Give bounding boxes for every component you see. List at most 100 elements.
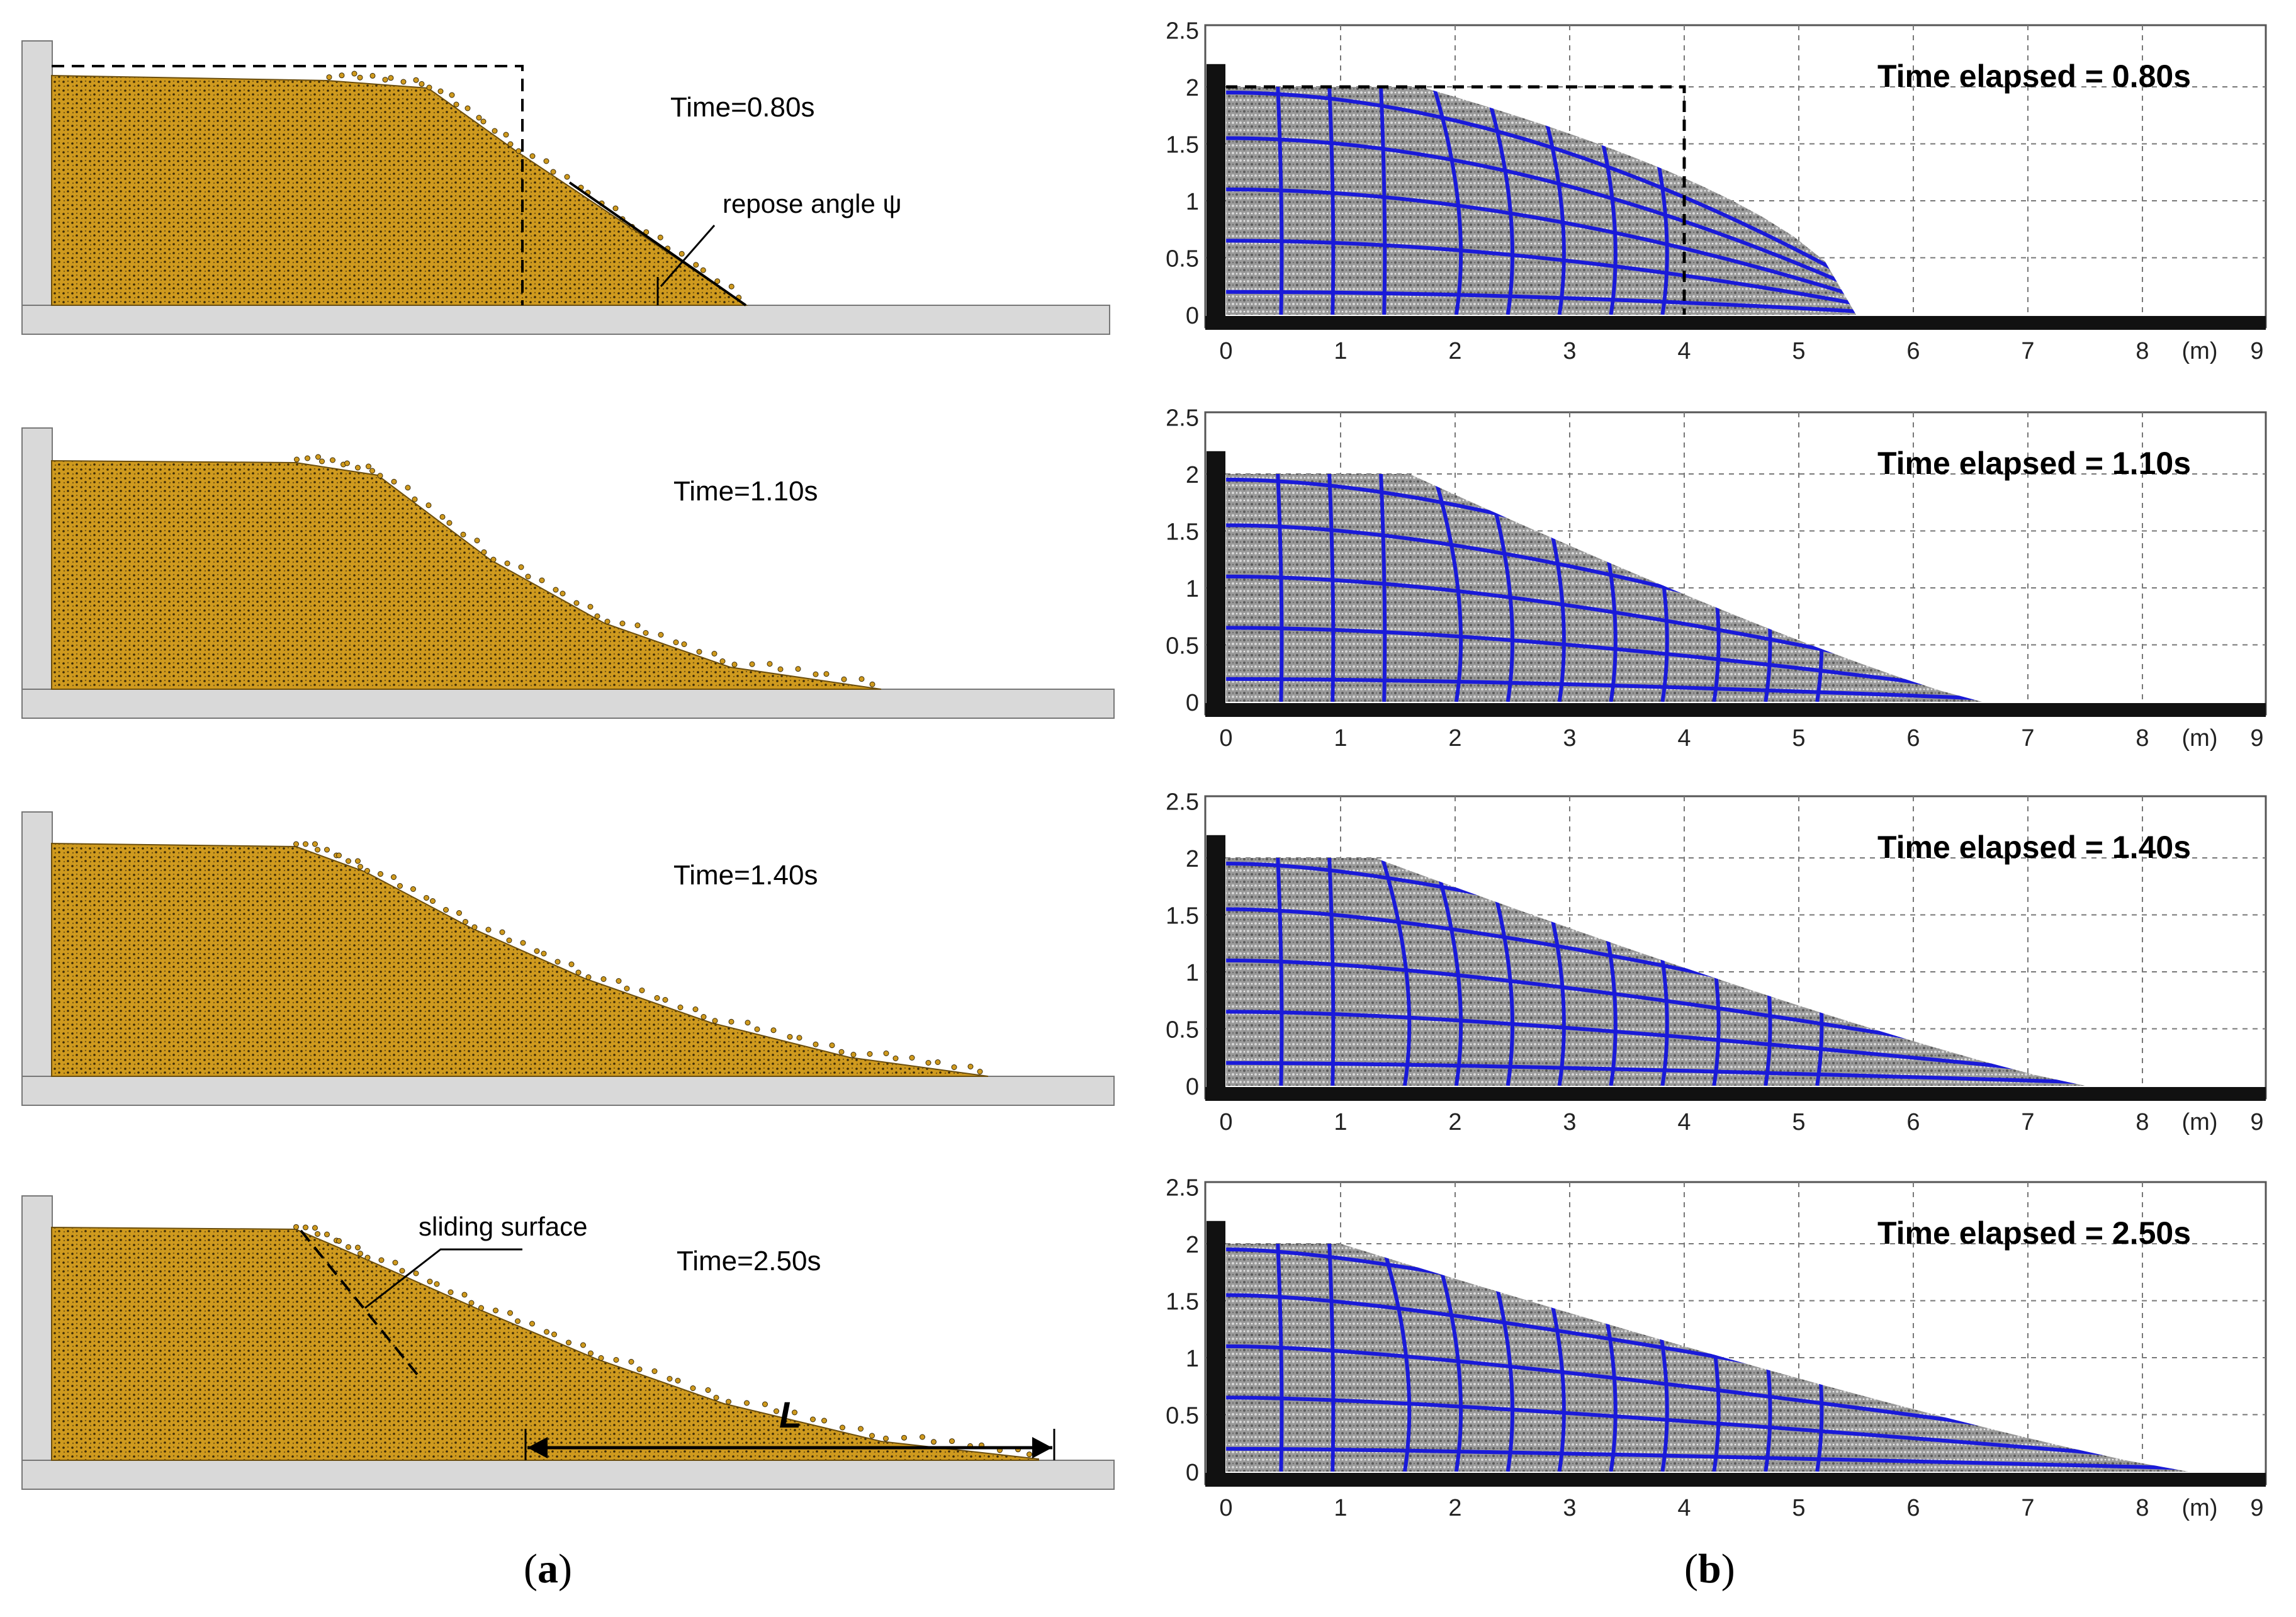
- y-tick-label: 2: [1186, 75, 1199, 101]
- arrow-head-right: [1032, 1437, 1052, 1458]
- y-tick-labels: 0 0.5 1 1.5 2 2.5: [1166, 18, 1199, 330]
- wall-particles: [1207, 64, 1225, 318]
- time-label: Time=1.40s: [673, 860, 818, 891]
- x-tick-label: 4: [1677, 338, 1691, 364]
- x-tick-label: 5: [1792, 338, 1805, 364]
- particle-body: [1226, 1244, 2188, 1472]
- x-tick-label: 6: [1906, 1495, 1920, 1521]
- y-tick-label: 2.5: [1166, 405, 1199, 432]
- x-tick-label: 0: [1219, 338, 1232, 364]
- base-particles: [1205, 316, 2266, 330]
- y-tick-label: 2.5: [1166, 18, 1199, 45]
- y-tick-label: 0: [1186, 690, 1199, 716]
- x-tick-labels: 0 1 2 3 4 5 6 7 8 9: [1219, 1109, 2263, 1135]
- x-tick-label: 3: [1563, 338, 1576, 364]
- sim-frame-2: 0 0.5 1 1.5 2 2.5 0 1 2 3 4 5 6 7 8 9 (m) Time elapsed = …: [1166, 405, 2267, 752]
- x-tick-label: 7: [2021, 338, 2034, 364]
- y-tick-label: 2: [1186, 1232, 1199, 1258]
- time-label: Time elapsed = 1.40s: [1877, 830, 2191, 865]
- sim-frame-1: 0 0.5 1 1.5 2 2.5 0 1 2 3 4 5 6 7 8 9 (m) Time elapsed = …: [1166, 18, 2267, 364]
- x-tick-label: 2: [1448, 1109, 1461, 1135]
- x-tick-label: 8: [2136, 338, 2149, 364]
- container-floor: [21, 689, 1115, 719]
- x-tick-label: 8: [2136, 725, 2149, 752]
- x-tick-label: 2: [1448, 725, 1461, 752]
- container-left-wall: [21, 40, 53, 306]
- initial-column-outline: [52, 65, 524, 305]
- panel-b-label: (b): [1684, 1546, 1735, 1592]
- panel-a-letter: a: [537, 1546, 558, 1592]
- base-particles: [1205, 1473, 2266, 1487]
- x-tick-label: 7: [2021, 725, 2034, 752]
- unit-label: (m): [2182, 1495, 2218, 1521]
- x-tick-label: 6: [1906, 338, 1920, 364]
- granular-mass: [51, 1226, 1039, 1461]
- x-tick-label: 5: [1792, 725, 1805, 752]
- time-label: Time elapsed = 1.10s: [1877, 446, 2191, 481]
- y-tick-label: 0: [1186, 303, 1199, 329]
- x-tick-label: 7: [2021, 1109, 2034, 1135]
- panel-b: 0 0.5 1 1.5 2 2.5 0 1 2 3 4 5 6 7 8 9 (m) Time elapsed = …: [1166, 18, 2267, 1521]
- x-tick-label: 3: [1563, 1495, 1576, 1521]
- x-tick-label: 8: [2136, 1495, 2149, 1521]
- y-tick-label: 0.5: [1166, 633, 1199, 660]
- y-tick-label: 1: [1186, 189, 1199, 215]
- container-left-wall: [21, 427, 53, 690]
- x-tick-label: 5: [1792, 1109, 1805, 1135]
- surface-particles: [326, 70, 742, 301]
- dem-frame-2: Time=1.10s: [21, 427, 1115, 719]
- x-tick-label: 3: [1563, 1109, 1576, 1135]
- x-tick-label: 0: [1219, 725, 1232, 752]
- y-tick-label: 1: [1186, 1346, 1199, 1372]
- surface-particles: [294, 454, 875, 687]
- panel-a-label: (a): [524, 1546, 572, 1592]
- y-tick-label: 1: [1186, 960, 1199, 986]
- y-tick-label: 2: [1186, 462, 1199, 488]
- x-tick-label: 6: [1906, 725, 1920, 752]
- initial-column-outline: [1226, 85, 1686, 315]
- y-tick-label: 2.5: [1166, 1175, 1199, 1202]
- container-floor: [21, 305, 1110, 335]
- y-tick-labels: 0 0.5 1 1.5 2 2.5: [1166, 405, 1199, 717]
- y-tick-label: 0.5: [1166, 246, 1199, 273]
- x-tick-label: 1: [1334, 725, 1347, 752]
- x-tick-label: 9: [2250, 338, 2263, 364]
- x-tick-labels: 0 1 2 3 4 5 6 7 8 9: [1219, 1495, 2263, 1521]
- x-tick-label: 4: [1677, 1495, 1691, 1521]
- granular-mass: [51, 842, 989, 1077]
- x-tick-label: 9: [2250, 725, 2263, 752]
- wall-particles: [1207, 835, 1225, 1088]
- x-tick-label: 0: [1219, 1109, 1232, 1135]
- time-label: Time=1.10s: [673, 476, 818, 507]
- runout-length-label: L: [779, 1395, 801, 1436]
- container-floor: [21, 1460, 1115, 1490]
- granular-mass: [51, 74, 748, 306]
- x-tick-label: 6: [1906, 1109, 1920, 1135]
- x-tick-labels: 0 1 2 3 4 5 6 7 8 9: [1219, 338, 2263, 364]
- y-tick-label: 0: [1186, 1074, 1199, 1100]
- y-tick-label: 2: [1186, 846, 1199, 872]
- x-tick-label: 9: [2250, 1495, 2263, 1521]
- x-tick-label: 8: [2136, 1109, 2149, 1135]
- x-tick-label: 4: [1677, 725, 1691, 752]
- y-tick-labels: 0 0.5 1 1.5 2 2.5: [1166, 1175, 1199, 1487]
- time-label: Time elapsed = 2.50s: [1877, 1215, 2191, 1251]
- base-particles: [1205, 1087, 2266, 1101]
- x-tick-label: 2: [1448, 338, 1461, 364]
- dem-frame-4: Time=2.50s: [21, 1195, 1115, 1490]
- wall-particles: [1207, 1220, 1225, 1474]
- repose-line: [568, 181, 747, 307]
- unit-label: (m): [2182, 1109, 2218, 1135]
- surface-particles: [293, 1224, 1032, 1458]
- y-tick-label: 0.5: [1166, 1017, 1199, 1044]
- container-floor: [21, 1076, 1115, 1106]
- time-label: Time=0.80s: [670, 92, 814, 123]
- panel-b-letter: b: [1697, 1546, 1721, 1592]
- surface-particles: [293, 841, 983, 1074]
- y-tick-label: 1.5: [1166, 132, 1199, 159]
- time-label: Time elapsed = 0.80s: [1877, 59, 2191, 94]
- y-tick-label: 1.5: [1166, 1289, 1199, 1316]
- arrow-head-left: [527, 1437, 548, 1458]
- y-tick-label: 2.5: [1166, 789, 1199, 816]
